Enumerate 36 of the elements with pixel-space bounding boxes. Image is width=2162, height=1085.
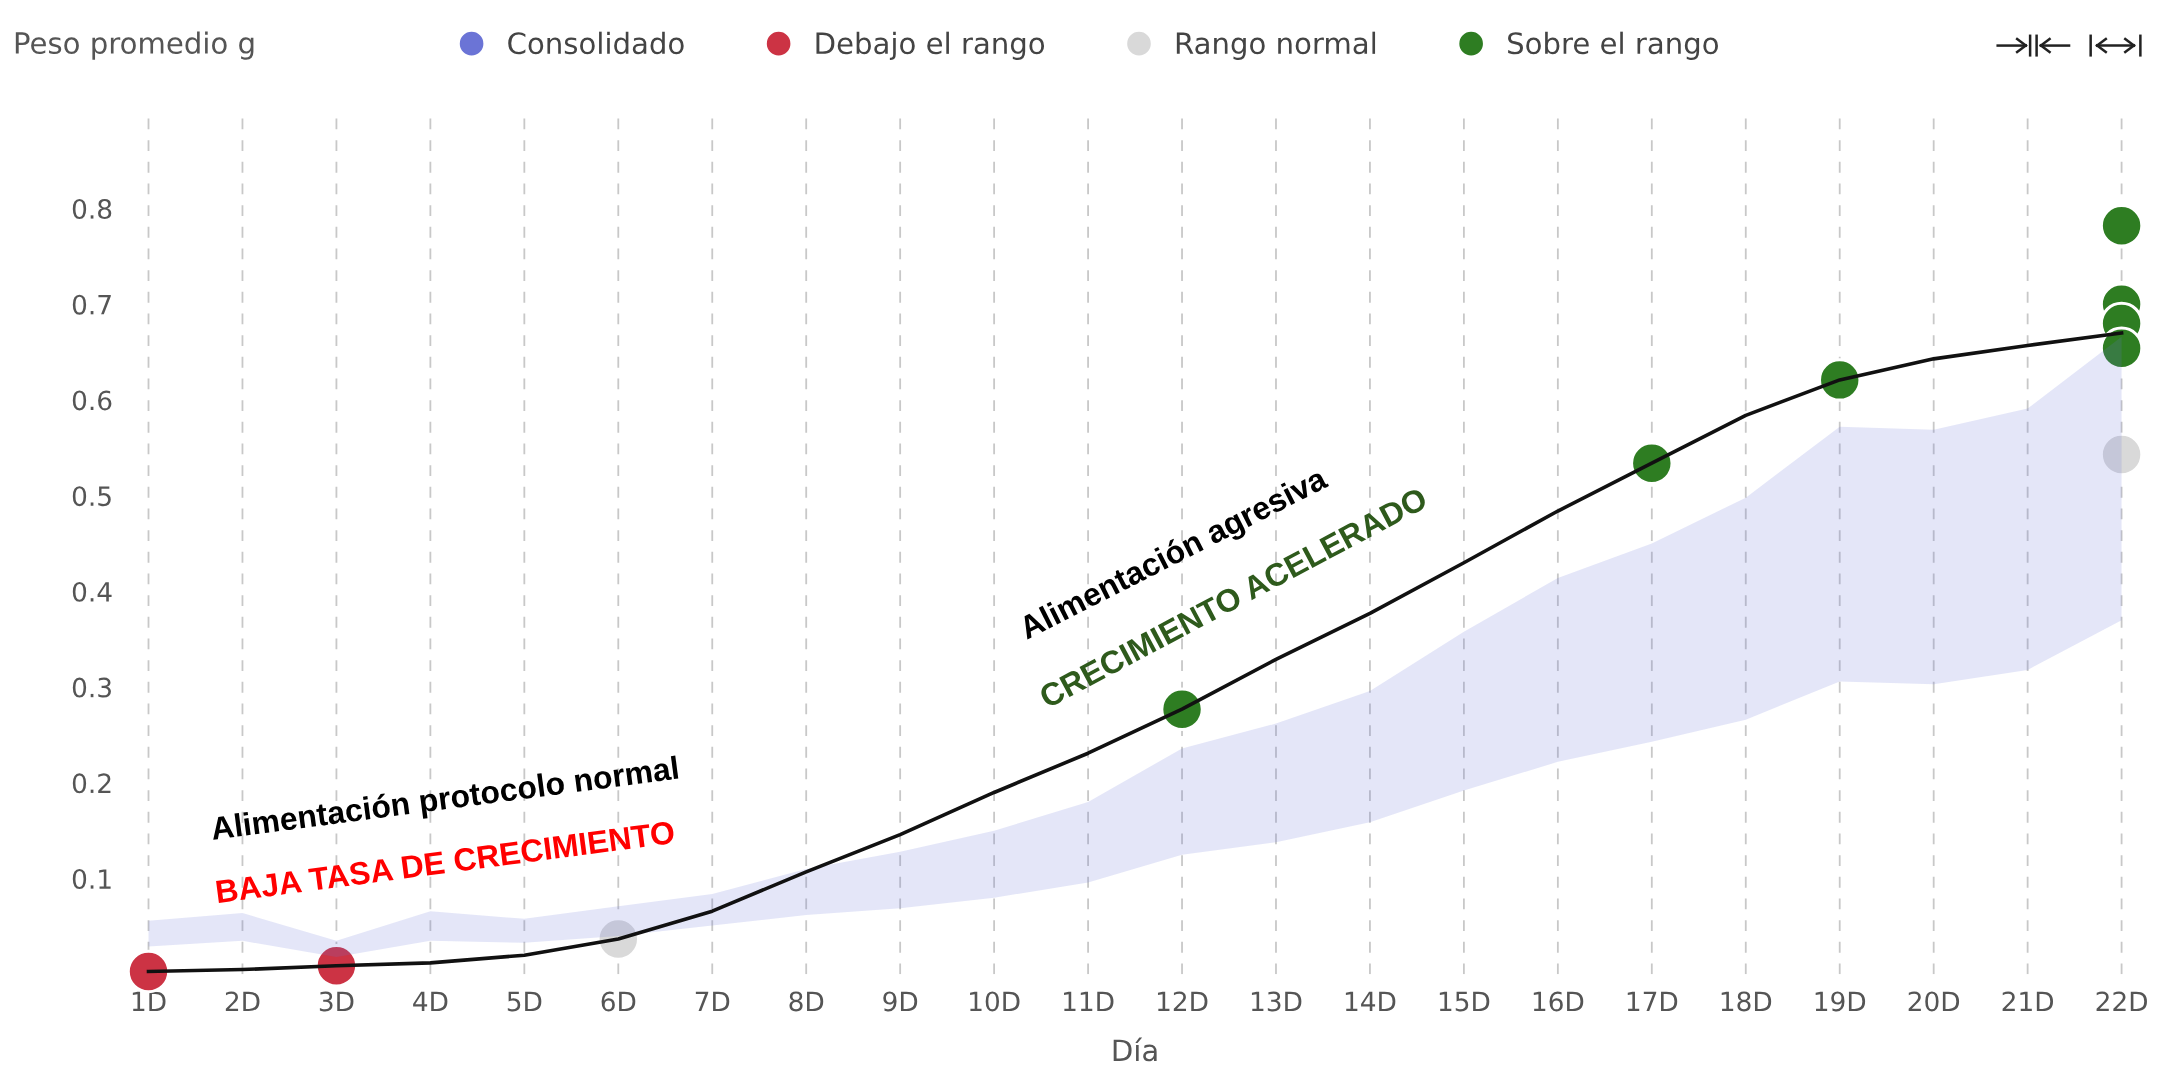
x-tick-label: 18D [1721,991,1772,1012]
x-tick-label: 1D [132,991,166,1012]
legend-label: Debajo el rango [816,31,1045,60]
x-tick-label: 6D [601,991,636,1012]
x-tick-label: 12D [1157,991,1208,1012]
y-tick-label: 0.8 [72,199,112,219]
legend-label: Sobre el rango [1508,31,1718,60]
x-tick-label: 11D [1064,991,1114,1012]
x-tick-label: 2D [225,991,260,1012]
y-tick-label: 0.5 [72,486,111,507]
x-tick-label: 15D [1439,991,1490,1012]
legend-label: Rango normal [1176,31,1376,60]
x-tick-label: 16D [1533,991,1584,1012]
x-tick-label: 14D [1345,991,1396,1012]
x-tick-label: 21D [2002,991,2054,1012]
x-tick-label: 3D [319,991,354,1012]
x-tick-label: 4D [413,991,448,1012]
y-tick-label: 0.4 [72,581,112,602]
x-tick-label: 8D [789,991,824,1012]
x-tick-label: 22D [2096,991,2147,1012]
y-tick-label: 0.1 [72,869,111,890]
y-tick-label: 0.3 [72,677,111,698]
x-tick-label: 13D [1251,991,1302,1012]
x-axis-title: Día [1113,1037,1157,1062]
y-tick-label: 0.7 [72,294,111,315]
legend-label: Consolidado [508,31,684,55]
x-tick-label: 17D [1627,991,1678,1012]
x-tick-label: 20D [1908,991,1960,1012]
y-tick-label: 0.6 [72,390,112,411]
x-tick-label: 10D [970,991,1020,1012]
x-tick-label: 9D [883,991,918,1012]
y-axis-title: Peso promedio g [15,31,254,60]
y-tick-label: 0.2 [72,773,111,794]
x-tick-label: 19D [1815,991,1866,1012]
x-tick-label: 7D [695,991,730,1012]
x-tick-label: 5D [507,991,542,1012]
